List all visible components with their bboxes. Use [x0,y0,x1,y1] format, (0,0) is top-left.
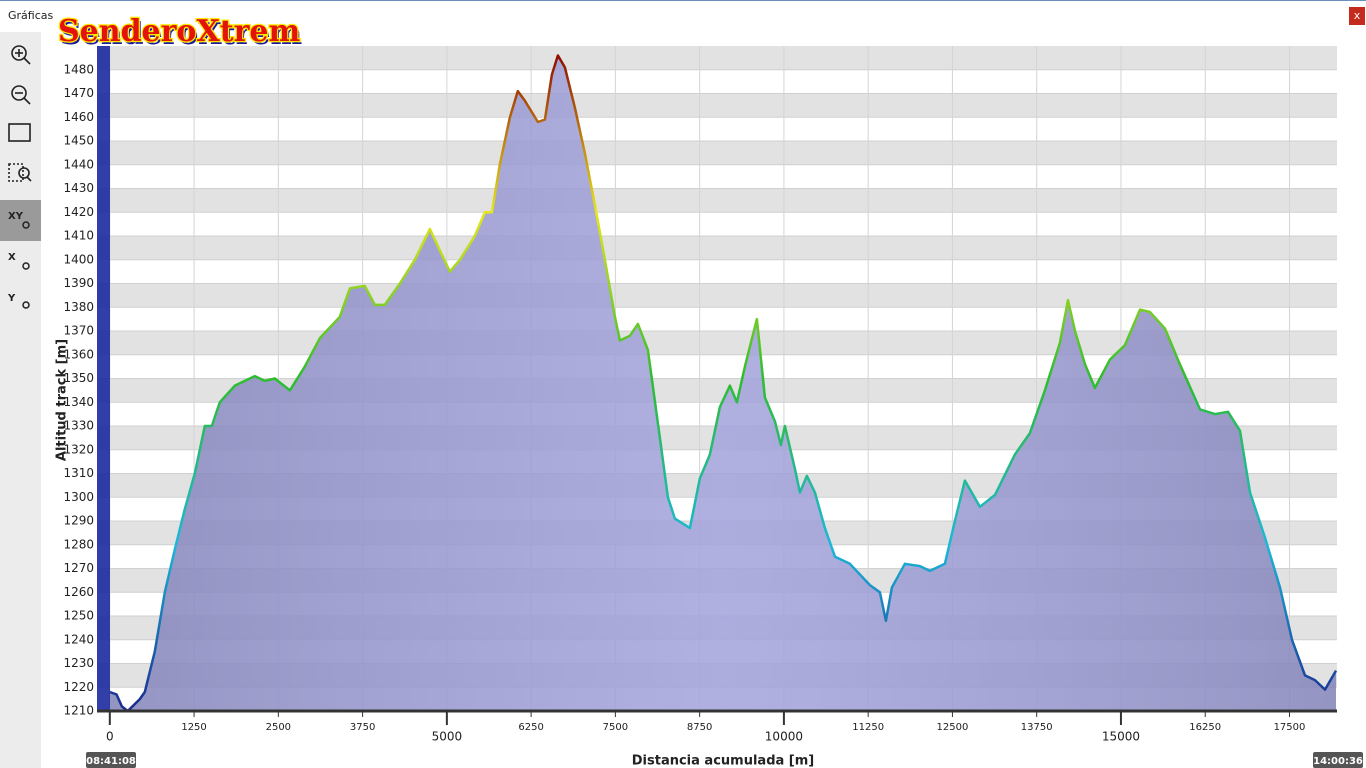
y-tick-label: 1260 [63,585,94,599]
y-tick-label: 1300 [63,490,94,504]
x-tick-label: 10000 [765,730,803,744]
plot [97,46,1338,713]
y-tick-label: 1210 [63,704,94,718]
x-tick-label: 8750 [687,722,712,733]
grid-band [97,93,1337,118]
toolbar-xy[interactable]: XY [8,211,24,222]
x-tick-label: 3750 [350,722,375,733]
grid-band [97,141,1337,165]
x-tick-label: 12500 [937,722,969,733]
x-tick-label: 1250 [181,722,206,733]
end-time: 14:00:36 [1313,756,1363,767]
grid-band [97,188,1337,213]
toolbar-x[interactable]: X [8,252,16,263]
y-tick-label: 1250 [63,609,94,623]
line [109,54,1338,713]
grid-band [97,236,1337,260]
toolbar-icons [8,45,32,182]
cursor-bar [97,46,110,711]
window-border [0,0,1366,1]
logo: SenderoXtrem [58,14,300,49]
y-tick-label: 1430 [63,181,94,195]
close-label: x [1354,9,1361,22]
y-tick-label: 1380 [63,300,94,314]
zoom-in-icon[interactable] [11,45,27,61]
y-tick-label: 1410 [63,229,94,243]
y-tick-label: 1240 [63,632,94,646]
zoom-rect-icon[interactable] [8,163,24,182]
y-tick-label: 1270 [63,561,94,575]
y-tick-label: 1350 [63,371,94,385]
x-tick-label: 11250 [852,722,884,733]
y-tick-label: 1220 [63,680,94,694]
zoom-out-icon[interactable] [11,85,27,101]
toolbar [0,32,41,768]
y-axis-label: Altitud track [m] [55,339,70,461]
fit-icon[interactable] [8,123,31,142]
area-shade [109,55,1336,711]
start-time-box [86,752,136,768]
grid-band [97,46,1337,70]
y-tick-label: 1450 [63,134,94,148]
window-title: Gráficas [8,9,54,22]
y-tick-label: 1320 [63,442,94,456]
x-tick-label: 15000 [1102,730,1140,744]
x-tick-label: 5000 [432,730,463,744]
close-button[interactable] [1349,7,1365,25]
y-tick-label: 1420 [63,205,94,219]
y-tick-label: 1330 [63,419,94,433]
y-tick-label: 1370 [63,324,94,338]
end-time-box [1313,752,1363,768]
y-tick-label: 1340 [63,395,94,409]
toolbar-active[interactable] [0,200,41,241]
y-tick-label: 1230 [63,656,94,670]
y-tick-label: 1290 [63,514,94,528]
y-tick-label: 1440 [63,157,94,171]
grid-band [97,283,1337,308]
x-tick-label: 16250 [1189,722,1221,733]
y-tick-label: 1360 [63,347,94,361]
x-axis-label: Distancia acumulada [m] [632,754,814,768]
toolbar-y[interactable]: Y [7,293,16,304]
x-tick-label: 7500 [603,722,628,733]
x-tick-label: 17500 [1274,722,1306,733]
x-tick-label: 0 [106,730,114,744]
y-tick-label: 1400 [63,252,94,266]
y-tick-label: 1470 [63,86,94,100]
start-time: 08:41:08 [86,756,136,767]
x-tick-label: 13750 [1021,722,1053,733]
y-tick-label: 1280 [63,537,94,551]
y-tick-label: 1460 [63,110,94,124]
x-tick-label: 2500 [266,722,291,733]
y-tick-label: 1480 [63,62,94,76]
y-tick-label: 1390 [63,276,94,290]
y-tick-label: 1310 [63,466,94,480]
x-tick-label: 6250 [518,722,543,733]
